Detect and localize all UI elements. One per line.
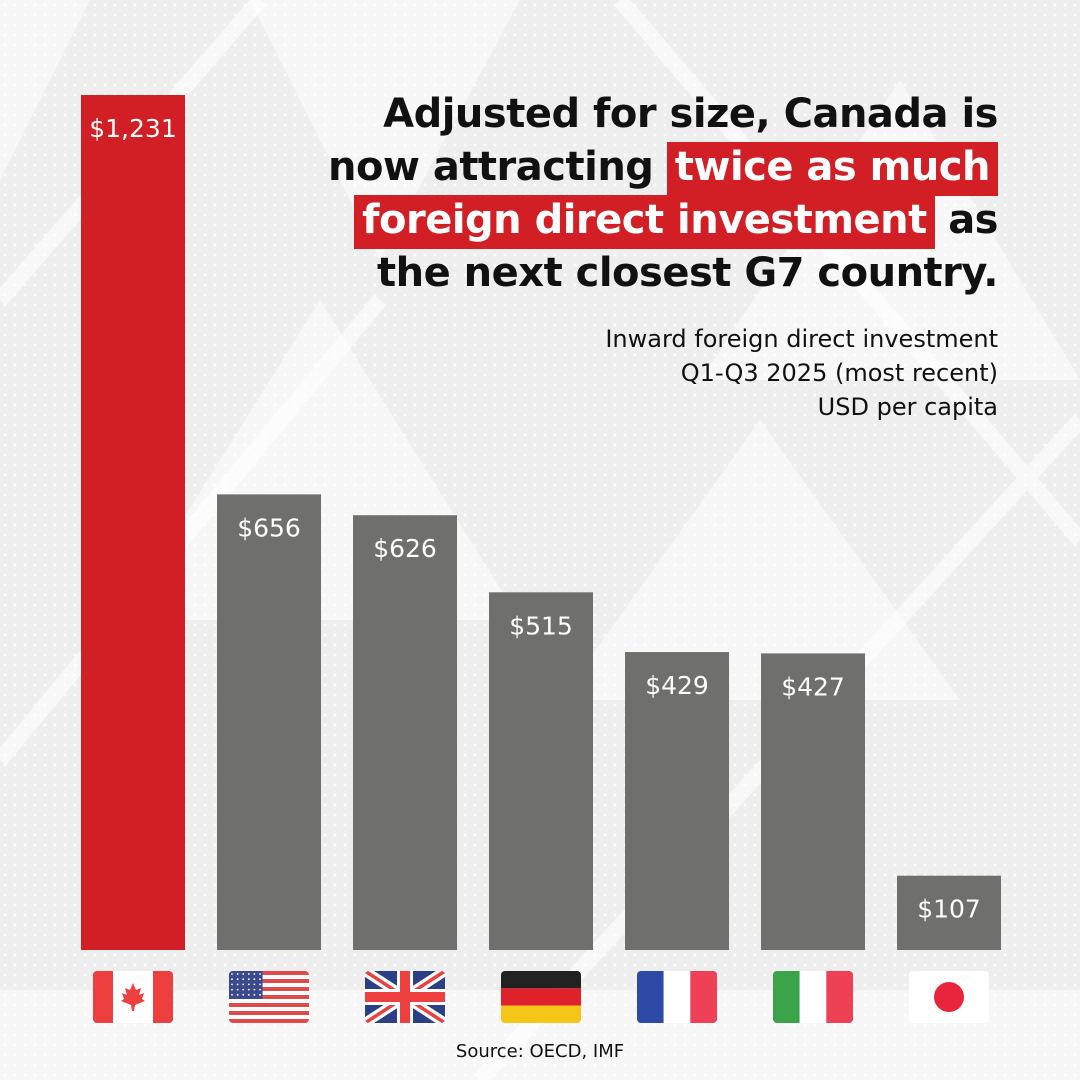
headline: Adjusted for size, Canada is now attract… <box>298 88 999 300</box>
source-note: Source: OECD, IMF <box>455 1041 625 1062</box>
subtitle-line-1: Inward foreign direct investment <box>605 325 998 353</box>
bar-value-label: $107 <box>917 895 981 924</box>
bar-germany <box>489 592 593 950</box>
bar-value-label: $427 <box>781 672 845 701</box>
headline-text: Adjusted for size, Canada is now attract… <box>327 91 999 190</box>
bar-united-kingdom <box>353 515 457 950</box>
france-flag-icon <box>637 971 717 1023</box>
headline-text-end: as the next closest G7 country. <box>377 197 998 296</box>
us-flag-icon <box>229 971 309 1023</box>
italy-flag-icon <box>773 971 853 1023</box>
bar-france <box>625 652 729 950</box>
bar-value-label: $429 <box>645 671 709 700</box>
bar-canada <box>81 95 185 950</box>
uk-flag-icon <box>365 971 445 1023</box>
chart-subtitle: Inward foreign direct investment Q1-Q3 2… <box>398 322 998 424</box>
bar-united-states <box>217 494 321 950</box>
subtitle-line-3: USD per capita <box>817 393 998 421</box>
bar-value-label: $515 <box>509 611 573 640</box>
bar-japan <box>897 875 1001 950</box>
subtitle-line-2: Q1-Q3 2025 (most recent) <box>680 359 998 387</box>
canada-flag-icon <box>93 971 173 1023</box>
bar-value-label: $626 <box>373 534 437 563</box>
bar-italy <box>761 653 865 950</box>
bar-value-label: $656 <box>237 513 301 542</box>
japan-flag-icon <box>909 971 989 1023</box>
germany-flag-icon <box>501 971 581 1023</box>
bar-value-label: $1,231 <box>89 114 176 143</box>
